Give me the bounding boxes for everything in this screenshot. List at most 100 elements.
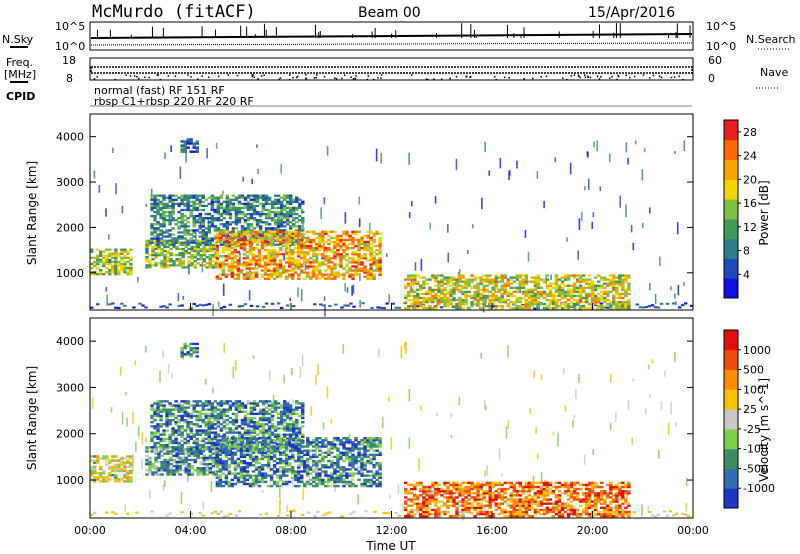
echo-cell <box>440 284 444 287</box>
echo-cell <box>172 473 176 476</box>
echo-cell <box>235 360 237 372</box>
echo-cell <box>627 274 631 277</box>
echo-cell <box>278 484 283 488</box>
echo-cell <box>111 455 115 458</box>
echo-cell <box>207 216 211 220</box>
echo-cell <box>624 278 628 281</box>
echo-cell <box>199 469 203 472</box>
echo-cell <box>348 234 352 238</box>
echo-cell <box>303 244 307 248</box>
echo-cell <box>183 219 187 222</box>
echo-cell <box>246 433 251 436</box>
echo-cell <box>201 196 205 199</box>
echo-cell <box>437 282 441 285</box>
echo-cell <box>351 285 353 296</box>
echo-cell <box>416 282 420 285</box>
echo-cell <box>156 412 160 416</box>
echo-cell <box>260 255 265 258</box>
echo-cell <box>174 219 178 222</box>
noise-tick-left-bottom: 10^0 <box>55 40 85 53</box>
echo-cell <box>578 305 583 308</box>
echo-cell <box>281 236 286 240</box>
echo-cell <box>273 435 278 438</box>
echo-cell <box>275 447 280 450</box>
echo-cell <box>102 476 106 479</box>
echo-cell <box>272 447 277 450</box>
echo-cell <box>168 196 172 199</box>
echo-cell <box>240 212 245 216</box>
echo-cell <box>660 401 663 411</box>
echo-cell <box>548 292 553 296</box>
echo-cell <box>219 202 224 206</box>
echo-cell <box>102 457 106 460</box>
echo-cell <box>615 282 619 285</box>
echo-cell <box>156 204 160 208</box>
echo-cell <box>145 264 149 267</box>
echo-cell <box>246 212 251 216</box>
echo-cell <box>245 265 250 268</box>
echo-cell <box>227 240 232 244</box>
echo-cell <box>671 514 676 517</box>
echo-cell <box>627 307 631 310</box>
echo-cell <box>260 265 265 268</box>
echo-cell <box>264 400 269 403</box>
echo-cell <box>557 294 562 298</box>
echo-cell <box>298 414 302 418</box>
echo-cell <box>218 263 223 266</box>
echo-cell <box>352 510 356 514</box>
echo-cell <box>324 257 328 260</box>
echo-cell <box>545 284 550 287</box>
echo-cell <box>455 288 459 292</box>
echo-cell <box>168 446 172 449</box>
colorbar-swatch <box>724 199 738 220</box>
echo-cell <box>279 410 284 413</box>
echo-cell <box>162 223 166 226</box>
echo-cell <box>251 230 256 233</box>
echo-cell <box>333 242 337 246</box>
echo-cell <box>357 255 361 258</box>
echo-cell <box>150 227 154 230</box>
echo-cell <box>198 443 202 447</box>
echo-cell <box>263 273 268 276</box>
echo-cell <box>254 261 259 264</box>
echo-cell <box>295 425 299 428</box>
echo-cell <box>233 273 238 276</box>
echo-cell <box>166 450 170 453</box>
echo-cell <box>255 223 260 226</box>
echo-cell <box>108 258 112 262</box>
echo-cell <box>230 436 235 440</box>
echo-cell <box>255 437 260 441</box>
echo-cell <box>156 400 160 403</box>
echo-cell <box>279 406 284 409</box>
echo-cell <box>297 273 301 276</box>
echo-cell <box>431 276 435 279</box>
echo-cell <box>288 198 293 201</box>
echo-cell <box>369 277 373 280</box>
echo-cell <box>236 476 241 479</box>
colorbar-swatch <box>724 139 738 161</box>
echo-cell <box>166 266 170 269</box>
echo-cell <box>108 459 112 462</box>
echo-cell <box>224 232 229 235</box>
echo-cell <box>321 236 325 240</box>
echo-cell <box>114 478 118 481</box>
echo-cell <box>288 210 293 214</box>
echo-cell <box>114 250 118 253</box>
echo-cell <box>479 294 483 298</box>
echo-cell <box>171 210 175 214</box>
echo-cell <box>298 429 302 432</box>
colorbar-swatch <box>724 120 738 141</box>
echo-cell <box>366 242 370 246</box>
echo-cell <box>345 265 349 268</box>
echo-cell <box>171 216 175 220</box>
echo-cell <box>278 457 283 461</box>
echo-cell <box>145 437 147 442</box>
echo-cell <box>282 229 287 232</box>
echo-cell <box>413 274 417 277</box>
echo-cell <box>297 277 301 280</box>
echo-cell <box>174 408 178 411</box>
echo-cell <box>292 433 296 436</box>
echo-cell <box>178 243 182 247</box>
echo-cell <box>210 425 215 428</box>
echo-cell <box>258 210 263 214</box>
